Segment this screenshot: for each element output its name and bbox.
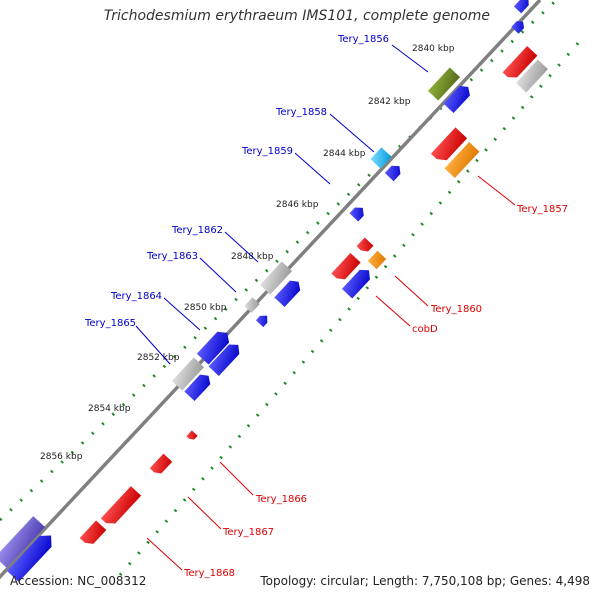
leader-line: [163, 297, 201, 331]
scale-labels: 2840 kbp 2842 kbp 2844 kbp 2846 kbp 2848…: [40, 44, 455, 462]
gene-label-tery-1860[interactable]: Tery_1860: [430, 304, 482, 315]
leader-line: [394, 275, 429, 307]
genome-summary: Topology: circular; Length: 7,750,108 bp…: [260, 574, 590, 588]
feature-arrow-blue[interactable]: [513, 0, 532, 14]
accession-label: Accession: NC_008312: [10, 574, 147, 588]
feature-arrow-blue[interactable]: [511, 18, 526, 34]
gene-label-tery-1858[interactable]: Tery_1858: [275, 107, 327, 118]
forward-leader-lines: [135, 44, 429, 365]
gene-label-tery-1864[interactable]: Tery_1864: [110, 291, 162, 302]
gene-label-tery-1868[interactable]: Tery_1868: [183, 568, 235, 579]
feature-arrow-blue[interactable]: [255, 312, 271, 328]
gene-label-tery-1867[interactable]: Tery_1867: [222, 527, 274, 538]
scale-tick-track: [0, 0, 559, 522]
feature-arrow-blue[interactable]: [7, 530, 57, 582]
scale-label: 2844 kbp: [323, 149, 366, 159]
leader-line: [146, 537, 183, 571]
gene-label-tery-1857[interactable]: Tery_1857: [516, 204, 568, 215]
genome-backbone: [0, 0, 542, 580]
feature-arrow-red[interactable]: [331, 252, 361, 283]
feature-arrow-blue[interactable]: [349, 204, 368, 222]
leader-line: [199, 257, 237, 293]
feature-arrow-blue[interactable]: [196, 327, 233, 365]
gene-label-tery-1859[interactable]: Tery_1859: [241, 146, 293, 157]
feature-box-gray[interactable]: [515, 59, 549, 93]
leader-line: [477, 175, 516, 206]
gene-label-tery-1865[interactable]: Tery_1865: [84, 318, 136, 329]
feature-arrow-blue[interactable]: [184, 371, 213, 402]
leader-line: [219, 461, 254, 496]
feature-arrow-red[interactable]: [100, 486, 142, 528]
leader-line: [135, 325, 171, 365]
leader-line: [294, 152, 331, 185]
feature-arrow-red[interactable]: [149, 453, 173, 477]
gene-label-tery-1866[interactable]: Tery_1866: [255, 494, 307, 505]
feature-arrow-red[interactable]: [430, 127, 468, 164]
scale-label: 2840 kbp: [412, 44, 455, 54]
feature-box-gray[interactable]: [259, 261, 293, 295]
feature-arrow-red[interactable]: [79, 520, 107, 547]
feature-box-orange[interactable]: [444, 142, 480, 178]
scale-label: 2852 kbp: [137, 353, 180, 363]
feature-box-gray[interactable]: [244, 297, 260, 313]
gene-label-cobd[interactable]: cobD: [412, 324, 438, 335]
feature-arrow-blue[interactable]: [208, 340, 244, 376]
feature-arrow-red[interactable]: [186, 430, 198, 441]
leader-line: [329, 113, 375, 153]
forward-features: [0, 0, 532, 582]
reverse-features: [79, 46, 549, 547]
genome-title: Trichodesmium erythraeum IMS101, complet…: [103, 8, 490, 24]
leader-line: [187, 496, 222, 530]
forward-gene-labels: Tery_1856 Tery_1858 Tery_1859 Tery_1862 …: [84, 34, 389, 329]
feature-box-orange[interactable]: [367, 250, 387, 270]
feature-arrow-blue[interactable]: [274, 277, 303, 308]
leader-line: [224, 231, 259, 263]
gene-label-tery-1856[interactable]: Tery_1856: [337, 34, 389, 45]
feature-box-cyan[interactable]: [370, 147, 392, 169]
gene-label-tery-1863[interactable]: Tery_1863: [146, 251, 198, 262]
gene-label-tery-1862[interactable]: Tery_1862: [171, 225, 223, 236]
leader-line: [391, 44, 429, 73]
feature-arrow-blue[interactable]: [384, 162, 404, 182]
scale-label: 2846 kbp: [276, 200, 319, 210]
scale-label: 2854 kbp: [88, 404, 131, 414]
scale-label: 2842 kbp: [368, 97, 411, 107]
feature-arrow-blue[interactable]: [443, 82, 473, 114]
feature-arrow-red[interactable]: [356, 237, 374, 255]
feature-arrow-red[interactable]: [502, 46, 538, 82]
reverse-leader-lines: [146, 175, 516, 571]
feature-arrow-blue[interactable]: [341, 266, 374, 299]
reverse-gene-labels: Tery_1857 Tery_1860 cobD Tery_1866 Tery_…: [183, 204, 568, 579]
scale-label: 2850 kbp: [184, 303, 227, 313]
feature-box-gray[interactable]: [171, 357, 205, 391]
leader-line: [375, 295, 411, 327]
feature-box-violet[interactable]: [0, 516, 45, 568]
scale-label: 2856 kbp: [40, 452, 83, 462]
feature-arrow-green[interactable]: [427, 67, 461, 101]
